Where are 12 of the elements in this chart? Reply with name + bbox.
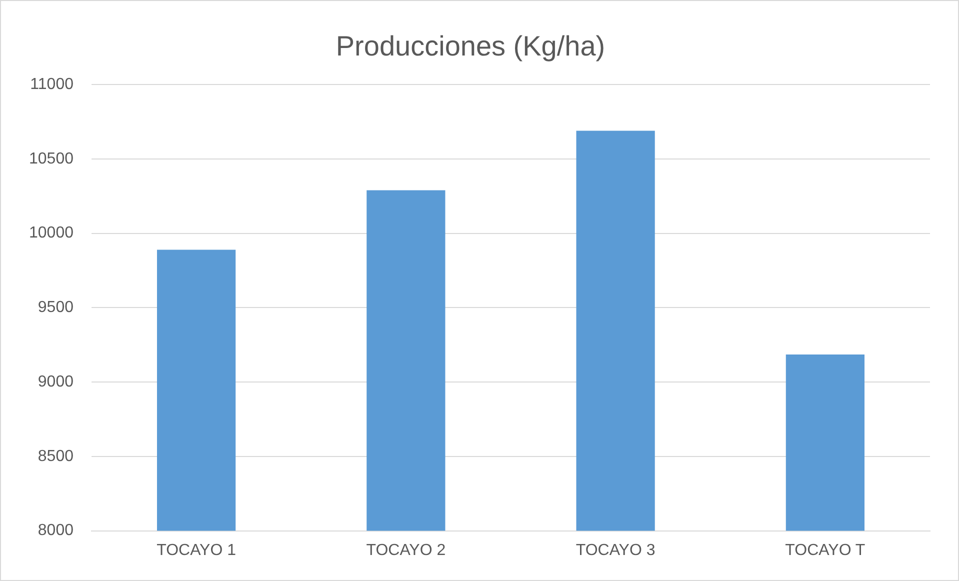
x-tick-label: TOCAYO 1 (156, 542, 236, 559)
y-tick-label: 11000 (30, 76, 74, 94)
y-tick-label: 8500 (38, 448, 74, 465)
x-tick-label: TOCAYO 3 (576, 542, 656, 559)
x-tick-label: TOCAYO T (785, 542, 866, 559)
y-tick-label: 9500 (38, 299, 74, 316)
y-tick-label: 10500 (28, 150, 74, 168)
chart-title: Producciones (Kg/ha) (336, 30, 606, 62)
x-tick-label: TOCAYO 2 (366, 542, 446, 559)
y-tick-label: 8000 (38, 522, 74, 540)
y-tick-label: 10000 (28, 224, 74, 242)
y-tick-label: 9000 (38, 373, 74, 390)
